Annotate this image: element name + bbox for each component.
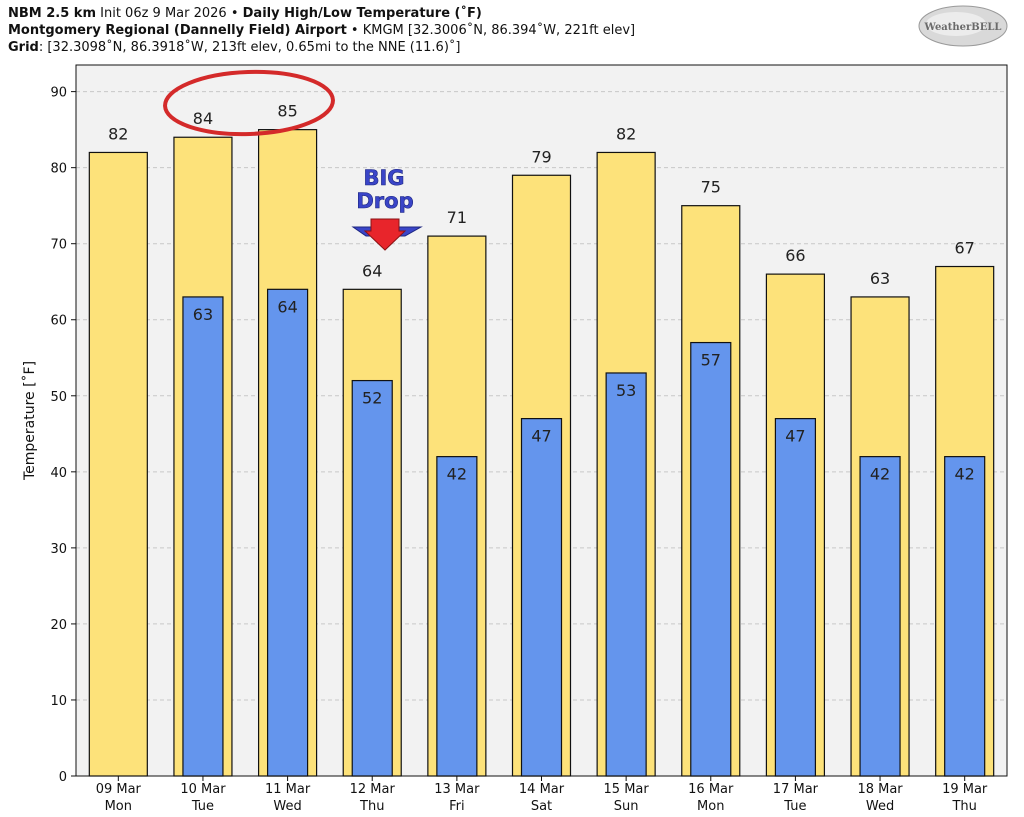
station-name: Montgomery Regional (Dannelly Field) Air… bbox=[8, 23, 347, 38]
low-value-label: 42 bbox=[447, 465, 467, 484]
y-tick-label: 10 bbox=[50, 694, 67, 709]
y-tick-label: 0 bbox=[59, 770, 67, 785]
big-drop-text-drop: Drop bbox=[356, 189, 413, 213]
x-tick-day: Tue bbox=[191, 799, 214, 814]
x-tick-date: 17 Mar bbox=[773, 782, 819, 797]
y-axis-label: Temperature [˚F] bbox=[21, 361, 38, 481]
low-value-label: 47 bbox=[785, 427, 805, 446]
y-tick-label: 20 bbox=[50, 618, 67, 633]
high-value-label: 66 bbox=[785, 246, 805, 265]
low-value-label: 42 bbox=[870, 465, 890, 484]
weatherbell-logo: WeatherBELL bbox=[918, 5, 1008, 47]
x-tick-date: 13 Mar bbox=[434, 782, 480, 797]
grid-detail: : [32.3098˚N, 86.3918˚W, 213ft elev, 0.6… bbox=[38, 40, 461, 55]
x-tick-date: 12 Mar bbox=[350, 782, 396, 797]
y-tick-label: 90 bbox=[50, 86, 67, 101]
low-bar bbox=[605, 372, 647, 777]
x-tick-date: 15 Mar bbox=[604, 782, 650, 797]
low-value-label: 42 bbox=[955, 465, 975, 484]
title-line-1: NBM 2.5 km Init 06z 9 Mar 2026 • Daily H… bbox=[8, 5, 482, 22]
x-tick-day: Thu bbox=[359, 799, 384, 814]
high-value-label: 82 bbox=[616, 124, 636, 143]
title-line-2: Montgomery Regional (Dannelly Field) Air… bbox=[8, 22, 635, 39]
high-value-label: 64 bbox=[362, 261, 382, 280]
high-value-label: 75 bbox=[701, 178, 721, 197]
y-tick-label: 50 bbox=[50, 390, 67, 405]
model-name: NBM 2.5 km bbox=[8, 6, 96, 21]
x-tick-day: Tue bbox=[783, 799, 806, 814]
low-bar bbox=[436, 456, 478, 777]
y-tick-label: 60 bbox=[50, 314, 67, 329]
x-tick-day: Mon bbox=[697, 799, 724, 814]
high-value-label: 71 bbox=[447, 208, 467, 227]
low-value-label: 64 bbox=[277, 297, 297, 316]
low-value-label: 52 bbox=[362, 389, 382, 408]
x-tick-day: Wed bbox=[273, 799, 301, 814]
x-tick-date: 09 Mar bbox=[96, 782, 142, 797]
high-value-label: 67 bbox=[955, 239, 975, 258]
low-value-label: 63 bbox=[193, 305, 213, 324]
y-tick-label: 80 bbox=[50, 162, 67, 177]
low-bar bbox=[859, 456, 901, 777]
high-bar bbox=[88, 151, 148, 777]
high-value-label: 82 bbox=[108, 124, 128, 143]
x-tick-day: Sun bbox=[614, 799, 639, 814]
x-tick-date: 11 Mar bbox=[265, 782, 311, 797]
high-value-label: 85 bbox=[277, 102, 297, 121]
x-tick-date: 10 Mar bbox=[180, 782, 226, 797]
logo-text: WeatherBELL bbox=[924, 22, 1002, 33]
x-tick-day: Wed bbox=[866, 799, 894, 814]
low-value-label: 47 bbox=[531, 427, 551, 446]
high-value-label: 79 bbox=[531, 147, 551, 166]
x-tick-date: 14 Mar bbox=[519, 782, 565, 797]
low-value-label: 57 bbox=[701, 351, 721, 370]
grid-label: Grid bbox=[8, 40, 39, 55]
big-drop-text-big: BIG bbox=[363, 166, 404, 190]
high-value-label: 84 bbox=[193, 109, 213, 128]
station-detail: KMGM [32.3006˚N, 86.394˚W, 221ft elev] bbox=[362, 23, 636, 38]
x-tick-date: 18 Mar bbox=[857, 782, 903, 797]
init-time: Init 06z 9 Mar 2026 bbox=[96, 6, 227, 21]
x-tick-date: 16 Mar bbox=[688, 782, 734, 797]
low-bar bbox=[520, 417, 563, 777]
down-arrow-icon bbox=[363, 218, 407, 251]
low-bar bbox=[690, 341, 732, 777]
x-tick-date: 19 Mar bbox=[942, 782, 988, 797]
product-name: Daily High/Low Temperature (˚F) bbox=[242, 6, 482, 21]
x-tick-day: Mon bbox=[105, 799, 132, 814]
low-value-label: 53 bbox=[616, 381, 636, 400]
low-bar bbox=[351, 379, 393, 777]
y-tick-label: 30 bbox=[50, 542, 67, 557]
high-value-label: 63 bbox=[870, 269, 890, 288]
separator: • bbox=[226, 6, 243, 21]
x-tick-day: Fri bbox=[449, 799, 465, 814]
x-tick-day: Thu bbox=[951, 799, 976, 814]
low-bar bbox=[182, 296, 224, 777]
low-bar bbox=[774, 417, 817, 777]
highlight-circle bbox=[163, 69, 335, 137]
y-tick-label: 40 bbox=[50, 466, 67, 481]
x-tick-day: Sat bbox=[531, 799, 552, 814]
separator: • bbox=[346, 23, 363, 38]
y-tick-label: 70 bbox=[50, 238, 67, 253]
title-line-3: Grid: [32.3098˚N, 86.3918˚W, 213ft elev,… bbox=[8, 39, 460, 56]
low-bar bbox=[266, 288, 309, 777]
low-bar bbox=[944, 456, 986, 777]
